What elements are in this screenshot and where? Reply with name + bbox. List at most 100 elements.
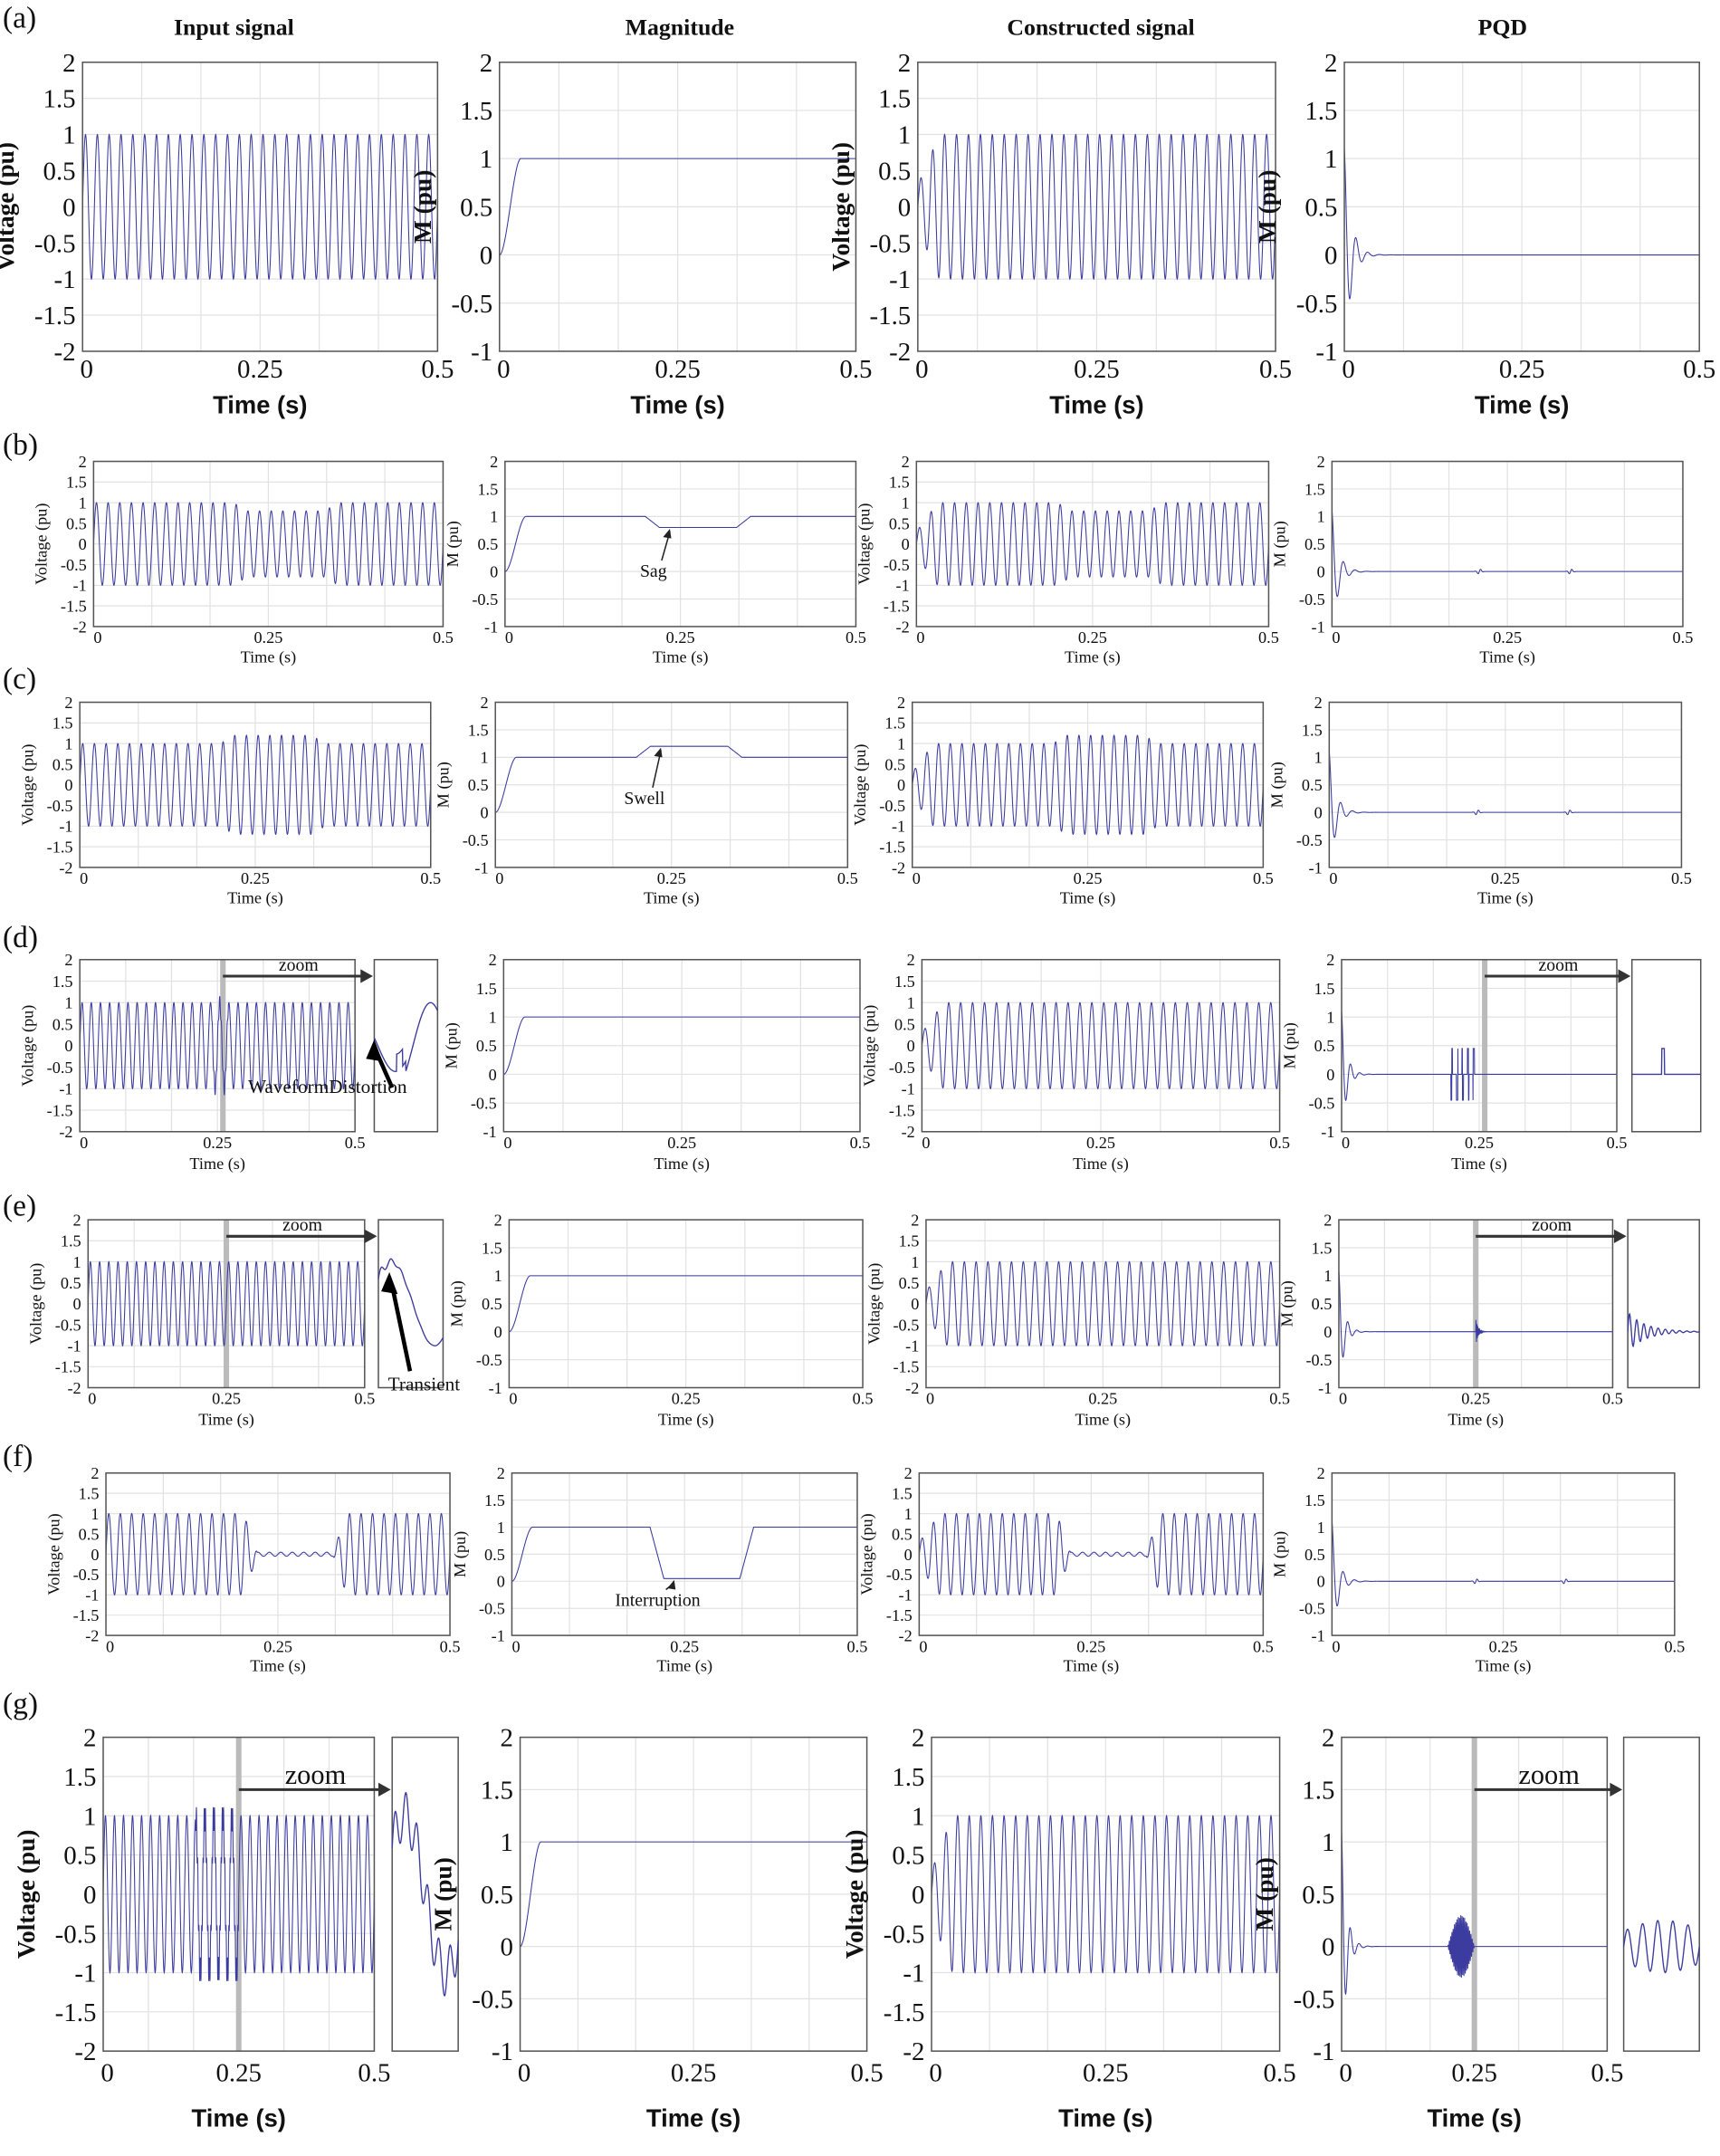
y-tick-label: 1: [1314, 749, 1323, 767]
y-tick-label: 0: [501, 1933, 513, 1962]
y-tick-label: -2: [74, 2037, 96, 2066]
y-tick-label: 1.5: [889, 474, 910, 492]
y-tick-label: 0.5: [899, 1274, 920, 1292]
y-axis-label: Voltage (pu): [44, 1513, 63, 1595]
y-tick-label: -1.5: [55, 1998, 97, 2027]
y-tick-label: 2: [902, 453, 910, 471]
x-axis-label: Time (s): [658, 1411, 714, 1430]
y-tick-label: 0.5: [476, 1037, 497, 1055]
y-tick-label: 0.5: [484, 1546, 505, 1564]
y-axis-label: M (pu): [409, 170, 436, 244]
y-tick-label: -2: [903, 2037, 924, 2066]
signal-trace: [925, 1260, 1281, 1347]
y-axis-label: M (pu): [1277, 1280, 1296, 1327]
y-axis-label: Voltage (pu): [841, 1830, 868, 1960]
y-tick-label: 0: [907, 1037, 915, 1055]
y-tick-label: 0: [902, 535, 910, 553]
subplot-pqd: -1 -0.5 0 0.5 1 1.5 2 0 0.25 0.5 Time (s) M (pu): [1271, 453, 1694, 667]
y-tick-label: 0.5: [460, 193, 492, 222]
x-tick-label: 0.25: [212, 1390, 241, 1408]
x-tick-label: 0.5: [1607, 1134, 1628, 1152]
y-tick-label: 1.5: [43, 85, 76, 114]
y-tick-label: 1: [64, 994, 72, 1012]
y-tick-label: 1: [64, 735, 72, 753]
y-tick-label: 1: [79, 494, 87, 513]
plot-frame: [931, 1736, 1281, 2052]
y-axis-label: M (pu): [443, 1022, 462, 1068]
x-tick-label: 0.25: [1074, 355, 1120, 384]
y-tick-label: -1: [67, 1337, 81, 1356]
y-tick-label: 0.5: [1304, 535, 1325, 553]
y-tick-label: 2: [489, 951, 497, 969]
y-tick-label: 1: [494, 1267, 502, 1285]
arrow-head-icon: [1610, 1782, 1623, 1797]
plot-frame: [1328, 701, 1683, 868]
plot-frame: [79, 701, 432, 868]
signal-trace: [87, 1260, 366, 1347]
x-tick-label: 0: [1342, 1134, 1350, 1152]
x-tick-label: 0: [106, 1637, 114, 1655]
y-tick-label: 1: [62, 121, 75, 150]
y-tick-label: 1: [1324, 145, 1337, 174]
x-tick-label: 0.5: [837, 869, 858, 887]
x-tick-label: 0.25: [1074, 869, 1103, 887]
y-tick-label: 2: [1323, 1211, 1332, 1229]
signal-trace: [511, 1526, 857, 1582]
signal-trace: [912, 734, 1264, 836]
x-axis-label: Time (s): [250, 1657, 306, 1676]
x-tick-label: 0: [922, 1134, 930, 1152]
y-tick-label: 1.5: [1304, 1491, 1325, 1509]
y-tick-label: 2: [897, 694, 905, 712]
y-tick-label: 1.5: [476, 980, 497, 998]
subplot-magnitude: -1 -0.5 0 0.5 1 1.5 2 0 0.25 0.5 Time (s) M (pu): [409, 49, 873, 418]
panel-label: (a): [3, 2, 36, 35]
signal-trace: [931, 1814, 1281, 1974]
y-tick-label: 0.5: [1314, 1037, 1335, 1055]
y-tick-label: 1: [912, 1802, 924, 1831]
x-tick-label: 0.25: [1076, 1637, 1105, 1655]
arrow-head-icon: [366, 1039, 383, 1062]
y-tick-label: 1: [904, 1505, 913, 1523]
x-axis-label: Time (s): [213, 390, 307, 418]
plot-frame: [519, 1736, 868, 2052]
x-tick-label: 0.5: [1264, 2059, 1296, 2088]
x-axis-label: Time (s): [646, 2104, 741, 2132]
y-tick-label: 0.5: [1302, 776, 1323, 794]
panel-label: (d): [3, 921, 38, 954]
plot-frame: [925, 1219, 1281, 1389]
subplot-input-signal: -2 -1.5 -1 -0.5 0 0.5 1 1.5 2 0 0.25 0.5 Time (s) Vol…: [27, 1211, 461, 1429]
x-tick-label: 0: [915, 355, 928, 384]
y-tick-label: -0.5: [47, 797, 73, 815]
arrow-head-icon: [381, 1271, 398, 1295]
y-tick-label: -2: [892, 858, 905, 877]
x-axis-label: Time (s): [1427, 2104, 1521, 2132]
x-tick-label: 0.25: [1465, 1134, 1494, 1152]
y-axis-label: M (pu): [1268, 762, 1287, 808]
x-tick-label: 0: [81, 355, 93, 384]
y-tick-label: 1: [73, 1253, 81, 1271]
x-tick-label: 0.5: [1269, 1134, 1290, 1152]
y-tick-label: -1: [85, 1586, 99, 1605]
y-tick-label: -0.5: [884, 1920, 925, 1949]
y-axis-label: M (pu): [430, 1857, 457, 1931]
y-axis-label: Voltage (pu): [18, 1005, 37, 1087]
x-axis-label: Time (s): [189, 1155, 245, 1174]
y-tick-label: -0.5: [479, 1600, 505, 1618]
zoom-trace: [1631, 1048, 1701, 1076]
y-tick-label: 0.5: [892, 1525, 913, 1543]
x-tick-label: 0.5: [354, 1390, 375, 1408]
y-tick-label: -0.5: [55, 1316, 81, 1334]
x-tick-label: 0.5: [1258, 628, 1279, 647]
y-tick-label: 1: [480, 749, 488, 767]
y-tick-label: 1.5: [1312, 1239, 1333, 1257]
y-tick-label: -0.5: [1299, 590, 1325, 608]
x-tick-label: 0.25: [666, 628, 695, 647]
y-tick-label: 2: [497, 1464, 505, 1482]
y-tick-label: 1: [489, 1008, 497, 1026]
x-tick-label: 0.25: [1086, 1134, 1115, 1152]
x-axis-label: Time (s): [1065, 647, 1121, 666]
plot-frame: [102, 1736, 376, 2052]
y-tick-label: 0.5: [43, 158, 76, 187]
